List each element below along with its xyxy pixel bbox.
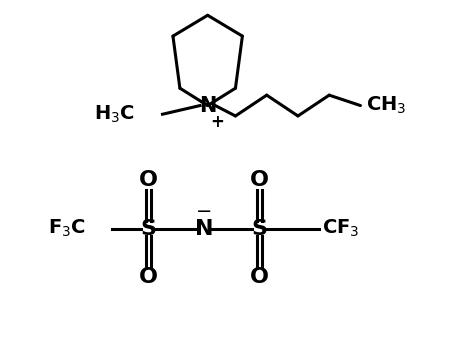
Text: S: S bbox=[252, 219, 268, 239]
Text: +: + bbox=[211, 113, 224, 131]
Text: −: − bbox=[196, 202, 213, 221]
Text: O: O bbox=[250, 267, 269, 287]
Text: F$_3$C: F$_3$C bbox=[48, 218, 86, 239]
Text: H$_3$C: H$_3$C bbox=[94, 104, 135, 125]
Text: O: O bbox=[139, 267, 158, 287]
Text: N: N bbox=[195, 219, 213, 239]
Text: S: S bbox=[141, 219, 157, 239]
Text: CF$_3$: CF$_3$ bbox=[322, 218, 360, 239]
Text: O: O bbox=[250, 170, 269, 190]
Text: N: N bbox=[199, 96, 216, 116]
Text: O: O bbox=[139, 170, 158, 190]
Text: CH$_3$: CH$_3$ bbox=[366, 95, 406, 116]
